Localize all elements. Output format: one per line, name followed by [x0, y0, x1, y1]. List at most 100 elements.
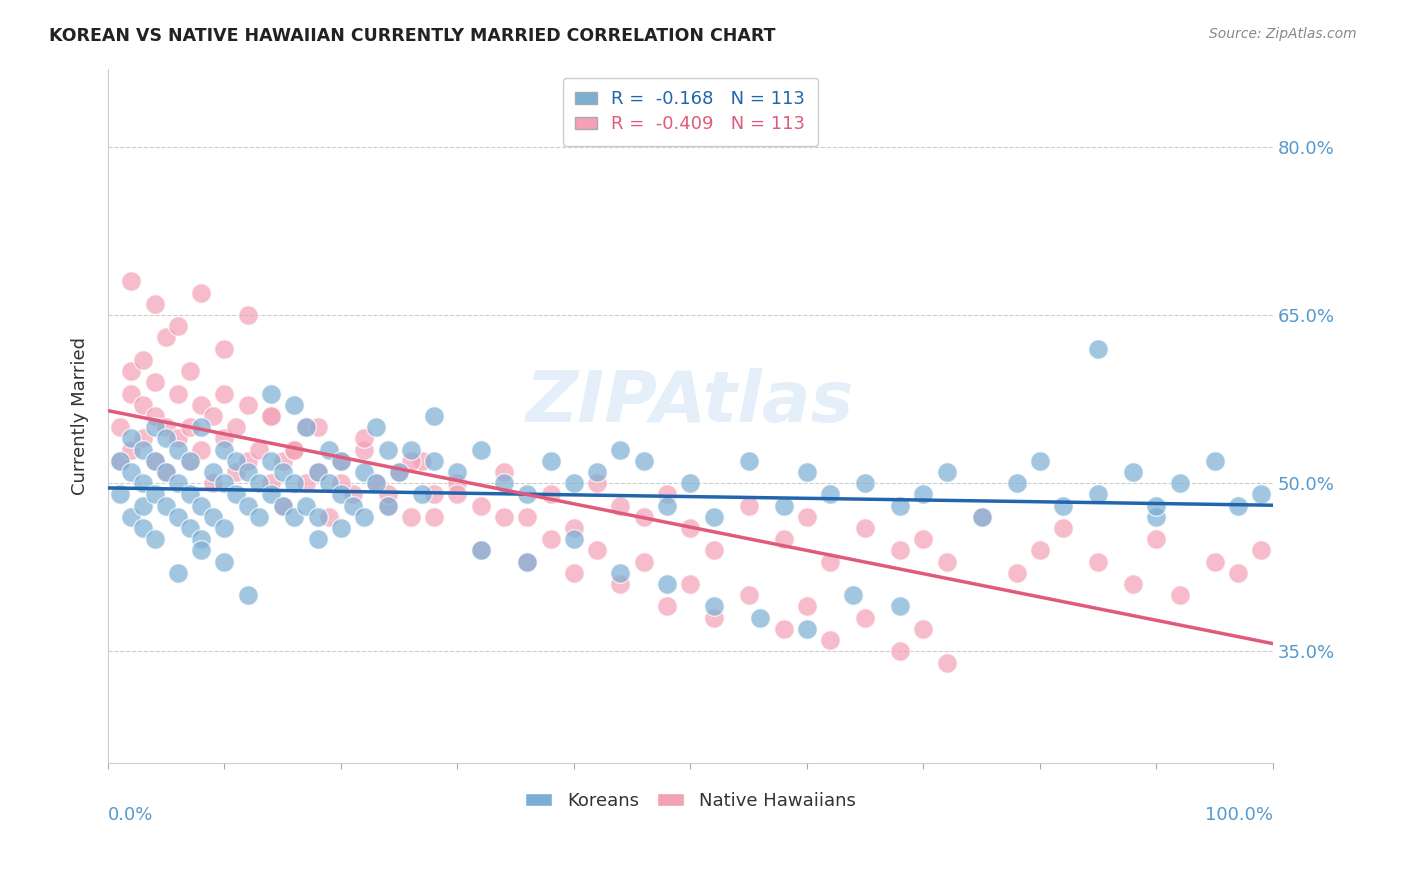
Point [889, 644, 911, 658]
Point [818, 633, 841, 648]
Point [516, 509, 538, 524]
Point [818, 555, 841, 569]
Point [1122, 577, 1144, 591]
Point [132, 352, 155, 367]
Point [737, 454, 759, 468]
Point [562, 533, 585, 547]
Point [155, 420, 177, 434]
Point [214, 521, 236, 535]
Point [132, 442, 155, 457]
Text: 0.0%: 0.0% [108, 806, 153, 824]
Point [120, 386, 142, 401]
Point [214, 431, 236, 445]
Point [633, 454, 655, 468]
Point [364, 476, 387, 491]
Point [120, 442, 142, 457]
Point [1250, 543, 1272, 558]
Point [155, 330, 177, 344]
Point [353, 509, 375, 524]
Point [236, 499, 259, 513]
Point [329, 487, 352, 501]
Point [225, 465, 247, 479]
Point [179, 364, 201, 378]
Point [179, 454, 201, 468]
Point [562, 566, 585, 580]
Point [155, 465, 177, 479]
Point [388, 465, 411, 479]
Point [307, 420, 329, 434]
Point [377, 487, 399, 501]
Point [283, 476, 305, 491]
Point [1052, 499, 1074, 513]
Point [225, 487, 247, 501]
Point [737, 588, 759, 602]
Point [399, 442, 422, 457]
Point [236, 588, 259, 602]
Point [271, 454, 294, 468]
Point [1052, 521, 1074, 535]
Point [737, 499, 759, 513]
Point [1029, 543, 1052, 558]
Point [307, 465, 329, 479]
Point [1226, 499, 1249, 513]
Point [492, 465, 515, 479]
Point [132, 398, 155, 412]
Point [283, 442, 305, 457]
Point [912, 533, 935, 547]
Point [329, 521, 352, 535]
Point [470, 442, 492, 457]
Point [1087, 487, 1109, 501]
Point [586, 543, 609, 558]
Point [190, 533, 212, 547]
Point [970, 509, 993, 524]
Point [108, 487, 131, 501]
Point [772, 499, 794, 513]
Point [540, 533, 562, 547]
Legend: Koreans, Native Hawaiians: Koreans, Native Hawaiians [519, 784, 863, 817]
Point [329, 454, 352, 468]
Point [108, 420, 131, 434]
Point [912, 487, 935, 501]
Point [970, 509, 993, 524]
Point [609, 577, 631, 591]
Point [889, 499, 911, 513]
Point [749, 610, 772, 624]
Point [562, 521, 585, 535]
Point [796, 509, 818, 524]
Point [342, 487, 364, 501]
Point [1144, 533, 1167, 547]
Point [703, 599, 725, 614]
Point [470, 543, 492, 558]
Point [1029, 454, 1052, 468]
Point [249, 476, 271, 491]
Point [295, 420, 318, 434]
Text: KOREAN VS NATIVE HAWAIIAN CURRENTLY MARRIED CORRELATION CHART: KOREAN VS NATIVE HAWAIIAN CURRENTLY MARR… [49, 27, 776, 45]
Point [236, 308, 259, 322]
Point [889, 599, 911, 614]
Point [260, 409, 283, 423]
Point [470, 499, 492, 513]
Point [283, 509, 305, 524]
Point [201, 476, 224, 491]
Point [318, 509, 340, 524]
Point [633, 555, 655, 569]
Point [1122, 465, 1144, 479]
Point [295, 420, 318, 434]
Point [423, 409, 446, 423]
Point [912, 622, 935, 636]
Point [423, 487, 446, 501]
Point [120, 275, 142, 289]
Point [271, 499, 294, 513]
Point [540, 487, 562, 501]
Point [353, 465, 375, 479]
Point [353, 442, 375, 457]
Point [935, 465, 957, 479]
Point [446, 476, 468, 491]
Point [214, 342, 236, 356]
Point [143, 297, 166, 311]
Point [1204, 454, 1226, 468]
Point [586, 465, 609, 479]
Point [1144, 499, 1167, 513]
Point [283, 442, 305, 457]
Point [470, 543, 492, 558]
